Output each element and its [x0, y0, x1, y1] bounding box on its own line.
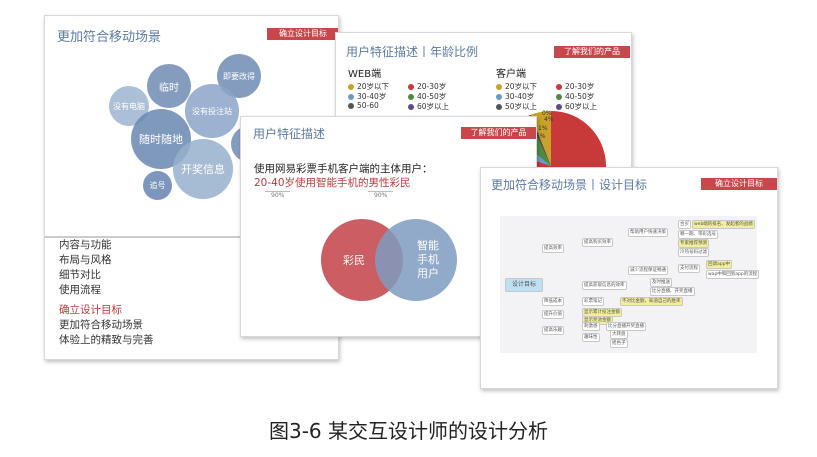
legend-label: 30-40岁 — [505, 92, 535, 101]
legend-dot-icon — [496, 84, 502, 90]
legend-label: 40-50岁 — [565, 92, 595, 101]
slide-tag: 确立设计目标 — [701, 178, 777, 190]
figure-caption: 图3-6 某交互设计师的设计分析 — [268, 419, 549, 443]
pct-label: 90% — [368, 191, 394, 199]
outline-highlight: 确立设计目标 — [59, 304, 122, 316]
web-label: WEB端 — [348, 69, 382, 80]
slide-title: 用户特征描述 — [253, 127, 326, 141]
legend-item: 30-40岁 — [496, 91, 534, 102]
legend-label: 30-40岁 — [357, 92, 387, 101]
legend-dot-icon — [348, 84, 354, 90]
slide-tag: 了解我们的产品 — [554, 46, 630, 58]
client-label: 客户端 — [496, 69, 526, 80]
mindmap-node: 大转盘 — [610, 330, 628, 339]
bubble: 临时 — [147, 64, 191, 108]
mindmap-node: 彩票笔记 — [582, 297, 604, 306]
legend-dot-icon — [496, 94, 502, 100]
slide-goal: 更加符合移动场景丨设计目标 确立设计目标 设计目标 提高效率 降低成本 提升价值 提高… — [480, 167, 778, 389]
pct-label: 90% — [265, 191, 291, 199]
mindmap-node: wap中和回到app的流程 — [706, 270, 760, 279]
legend-dot-icon — [348, 94, 354, 100]
mindmap-node: 提高效率 — [542, 244, 564, 253]
mindmap-node: 提高购买效率 — [582, 238, 613, 247]
legend-item: 20-30岁 — [556, 81, 594, 92]
legend-label: 20-30岁 — [565, 82, 595, 91]
bubble: 追号 — [143, 171, 172, 200]
user-line1: 使用网易彩票手机客户端的主体用户： — [254, 163, 433, 175]
legend-label: 60岁以上 — [417, 102, 450, 111]
mindmap-node: 及时推送 — [650, 278, 672, 287]
mindmap-node: 趣味性 — [582, 333, 600, 342]
venn-circle-smartphone: 智能 手机 用户 — [375, 219, 457, 301]
outline-subitem: 体验上的精致与完善 — [59, 334, 154, 346]
pie-label: 1% — [538, 125, 548, 132]
outline-item: 使用流程 — [59, 284, 101, 296]
legend-item: 60岁以上 — [556, 101, 597, 112]
legend-label: 40-50岁 — [417, 92, 447, 101]
legend-item: 50岁以上 — [496, 101, 537, 112]
legend-dot-icon — [348, 103, 354, 109]
mindmap-node: 提高获取信息的效率 — [582, 281, 627, 290]
legend-dot-icon — [556, 94, 562, 100]
legend-dot-icon — [408, 104, 414, 110]
mindmap-node: 支付流程 — [678, 264, 700, 273]
legend-item: 20岁以下 — [496, 81, 537, 92]
legend-item: 60岁以上 — [408, 101, 449, 112]
slide-title: 更加符合移动场景丨设计目标 — [491, 178, 648, 192]
outline-item: 内容与功能 — [59, 239, 112, 251]
slide-tag: 了解我们的产品 — [461, 127, 536, 139]
legend-dot-icon — [408, 94, 414, 100]
legend-dot-icon — [496, 104, 502, 110]
bubble: 没有投注站 — [185, 84, 239, 138]
pie-label: 4% — [544, 116, 554, 123]
legend-label: 20-30岁 — [417, 82, 447, 91]
mindmap-node: web端的排名、发起者的战绩 — [692, 220, 755, 229]
outline-item: 细节对比 — [59, 269, 101, 281]
legend-item: 20-30岁 — [408, 81, 446, 92]
user-line2: 20-40岁使用智能手机的男性彩民 — [254, 177, 411, 189]
legend-item: 40-50岁 — [556, 91, 594, 102]
legend-label: 50岁以上 — [505, 102, 538, 111]
legend-item: 20岁以下 — [348, 81, 389, 92]
outline-item: 布局与风格 — [59, 254, 112, 266]
mindmap-node: 提高乐趣 — [542, 326, 564, 335]
pie-label: 0% — [542, 110, 552, 117]
bubble: 开奖信息 — [173, 139, 233, 199]
outline-subitem: 更加符合移动场景 — [59, 319, 143, 331]
mindmap-node: 摇色子 — [610, 339, 628, 348]
mindmap-node: 帮助用户快速决策 — [628, 228, 668, 237]
mindmap-node: 专家推荐预测 — [678, 239, 709, 248]
pie-label: 5% — [536, 133, 546, 140]
legend-dot-icon — [556, 84, 562, 90]
mindmap-node: 不对比金额，知道自己的胜率 — [620, 297, 683, 306]
mindmap-node: 哪一期、带彩选号 — [678, 230, 718, 239]
legend-item: 30-40岁 — [348, 91, 386, 102]
mindmap-node: 回调app中 — [706, 260, 732, 269]
legend-label: 20岁以下 — [505, 82, 538, 91]
mindmap-node: 比分直播、开奖直播 — [650, 287, 695, 296]
mindmap-node: 减少流程保证畅通 — [628, 266, 668, 275]
legend-dot-icon — [408, 84, 414, 90]
mindmap-node: 冷热号码过滤 — [678, 248, 709, 257]
mindmap-node: 提升价值 — [542, 310, 564, 319]
mindmap-node: 合买 — [678, 220, 691, 229]
mindmap-root: 设计目标 — [505, 278, 544, 292]
legend-item: 50-60 — [348, 101, 379, 110]
mindmap: 设计目标 提高效率降低成本提升价值提高乐趣 提高购买效率 帮助用户快速决策 减少流程保… — [500, 216, 760, 353]
mindmap-node: 降低成本 — [542, 297, 564, 306]
legend-label: 20岁以下 — [357, 82, 390, 91]
mindmap-node: 刺激感 — [582, 322, 600, 331]
slide-title: 更加符合移动场景 — [57, 30, 162, 45]
slide-tag: 确立设计目标 — [267, 28, 338, 40]
legend-label: 60岁以上 — [565, 102, 598, 111]
slide-title: 用户特征描述丨年龄比例 — [346, 45, 479, 59]
legend-label: 50-60 — [357, 101, 379, 110]
legend-dot-icon — [556, 104, 562, 110]
legend-item: 40-50岁 — [408, 91, 446, 102]
